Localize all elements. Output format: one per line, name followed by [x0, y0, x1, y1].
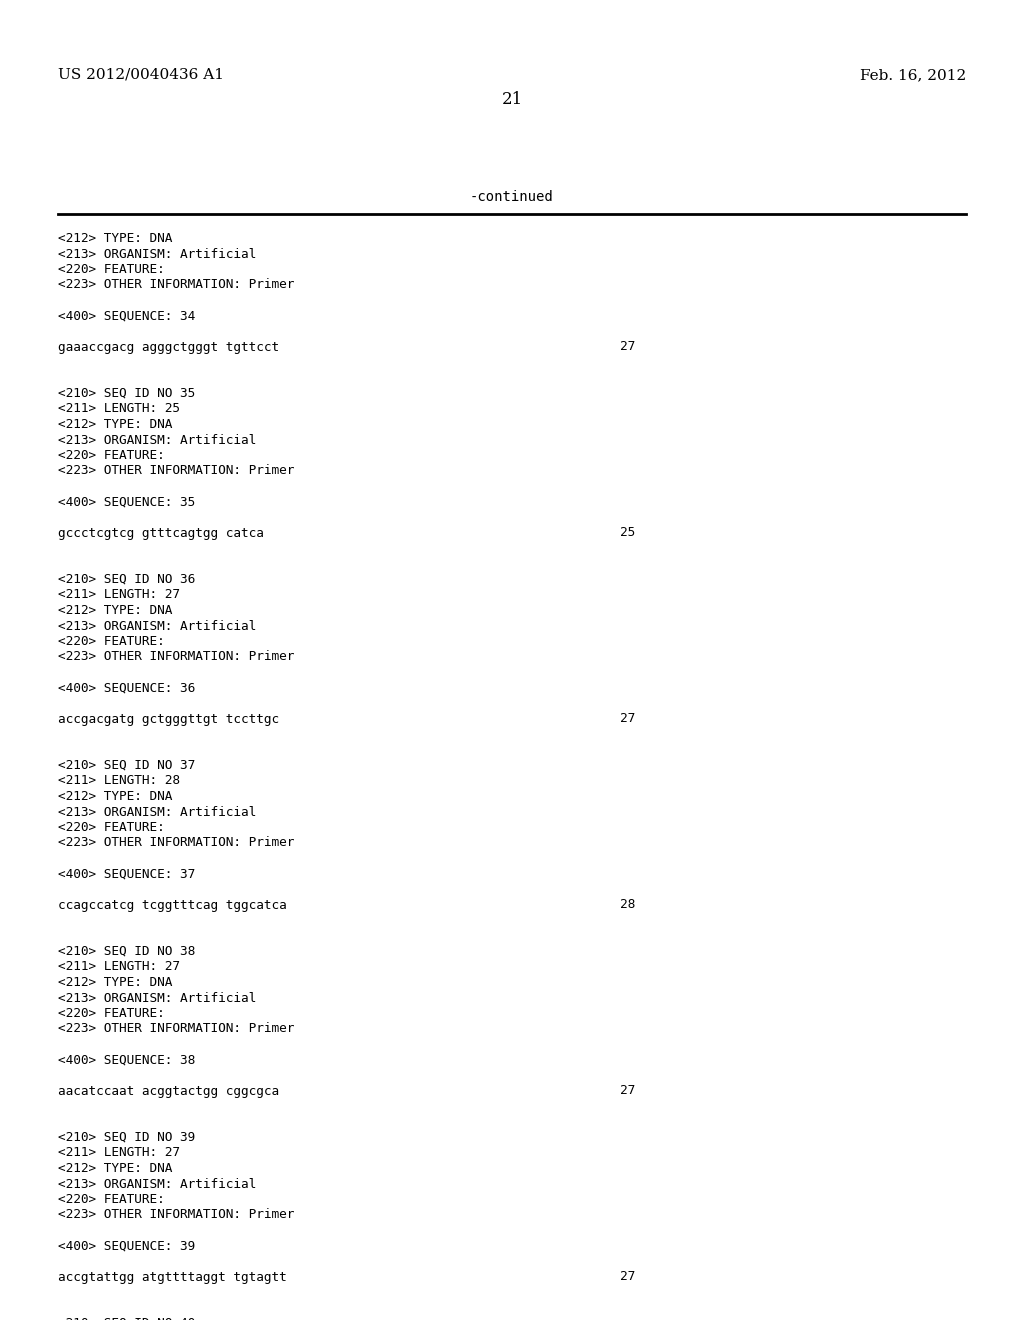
Text: aacatccaat acggtactgg cggcgca: aacatccaat acggtactgg cggcgca	[58, 1085, 280, 1097]
Text: <400> SEQUENCE: 38: <400> SEQUENCE: 38	[58, 1053, 196, 1067]
Text: <213> ORGANISM: Artificial: <213> ORGANISM: Artificial	[58, 991, 256, 1005]
Text: <210> SEQ ID NO 37: <210> SEQ ID NO 37	[58, 759, 196, 772]
Text: <211> LENGTH: 27: <211> LENGTH: 27	[58, 961, 180, 974]
Text: <223> OTHER INFORMATION: Primer: <223> OTHER INFORMATION: Primer	[58, 465, 294, 478]
Text: <211> LENGTH: 28: <211> LENGTH: 28	[58, 775, 180, 788]
Text: <213> ORGANISM: Artificial: <213> ORGANISM: Artificial	[58, 619, 256, 632]
Text: <210> SEQ ID NO 36: <210> SEQ ID NO 36	[58, 573, 196, 586]
Text: <212> TYPE: DNA: <212> TYPE: DNA	[58, 1162, 172, 1175]
Text: <223> OTHER INFORMATION: Primer: <223> OTHER INFORMATION: Primer	[58, 279, 294, 292]
Text: <220> FEATURE:: <220> FEATURE:	[58, 635, 165, 648]
Text: <220> FEATURE:: <220> FEATURE:	[58, 821, 165, 834]
Text: 27: 27	[620, 1085, 635, 1097]
Text: <210> SEQ ID NO 39: <210> SEQ ID NO 39	[58, 1131, 196, 1144]
Text: <400> SEQUENCE: 37: <400> SEQUENCE: 37	[58, 867, 196, 880]
Text: <213> ORGANISM: Artificial: <213> ORGANISM: Artificial	[58, 805, 256, 818]
Text: <212> TYPE: DNA: <212> TYPE: DNA	[58, 418, 172, 432]
Text: <213> ORGANISM: Artificial: <213> ORGANISM: Artificial	[58, 433, 256, 446]
Text: <212> TYPE: DNA: <212> TYPE: DNA	[58, 789, 172, 803]
Text: <211> LENGTH: 27: <211> LENGTH: 27	[58, 589, 180, 602]
Text: <212> TYPE: DNA: <212> TYPE: DNA	[58, 605, 172, 616]
Text: <211> LENGTH: 27: <211> LENGTH: 27	[58, 1147, 180, 1159]
Text: accgacgatg gctgggttgt tccttgc: accgacgatg gctgggttgt tccttgc	[58, 713, 280, 726]
Text: <210> SEQ ID NO 35: <210> SEQ ID NO 35	[58, 387, 196, 400]
Text: <400> SEQUENCE: 34: <400> SEQUENCE: 34	[58, 309, 196, 322]
Text: <223> OTHER INFORMATION: Primer: <223> OTHER INFORMATION: Primer	[58, 1209, 294, 1221]
Text: <220> FEATURE:: <220> FEATURE:	[58, 263, 165, 276]
Text: -continued: -continued	[470, 190, 554, 205]
Text: accgtattgg atgttttaggt tgtagtt: accgtattgg atgttttaggt tgtagtt	[58, 1270, 287, 1283]
Text: ccagccatcg tcggtttcag tggcatca: ccagccatcg tcggtttcag tggcatca	[58, 899, 287, 912]
Text: <212> TYPE: DNA: <212> TYPE: DNA	[58, 975, 172, 989]
Text: <210> SEQ ID NO 38: <210> SEQ ID NO 38	[58, 945, 196, 958]
Text: <223> OTHER INFORMATION: Primer: <223> OTHER INFORMATION: Primer	[58, 1023, 294, 1035]
Text: 27: 27	[620, 713, 635, 726]
Text: 27: 27	[620, 1270, 635, 1283]
Text: 21: 21	[502, 91, 522, 108]
Text: <220> FEATURE:: <220> FEATURE:	[58, 1193, 165, 1206]
Text: <213> ORGANISM: Artificial: <213> ORGANISM: Artificial	[58, 248, 256, 260]
Text: <211> LENGTH: 25: <211> LENGTH: 25	[58, 403, 180, 416]
Text: <400> SEQUENCE: 35: <400> SEQUENCE: 35	[58, 495, 196, 508]
Text: <220> FEATURE:: <220> FEATURE:	[58, 1007, 165, 1020]
Text: 28: 28	[620, 899, 635, 912]
Text: <223> OTHER INFORMATION: Primer: <223> OTHER INFORMATION: Primer	[58, 837, 294, 850]
Text: <400> SEQUENCE: 39: <400> SEQUENCE: 39	[58, 1239, 196, 1253]
Text: gccctcgtcg gtttcagtgg catca: gccctcgtcg gtttcagtgg catca	[58, 527, 264, 540]
Text: <220> FEATURE:: <220> FEATURE:	[58, 449, 165, 462]
Text: <400> SEQUENCE: 36: <400> SEQUENCE: 36	[58, 681, 196, 694]
Text: 25: 25	[620, 527, 635, 540]
Text: Feb. 16, 2012: Feb. 16, 2012	[860, 69, 966, 82]
Text: US 2012/0040436 A1: US 2012/0040436 A1	[58, 69, 224, 82]
Text: <212> TYPE: DNA: <212> TYPE: DNA	[58, 232, 172, 246]
Text: <223> OTHER INFORMATION: Primer: <223> OTHER INFORMATION: Primer	[58, 651, 294, 664]
Text: 27: 27	[620, 341, 635, 354]
Text: <213> ORGANISM: Artificial: <213> ORGANISM: Artificial	[58, 1177, 256, 1191]
Text: <210> SEQ ID NO 40: <210> SEQ ID NO 40	[58, 1317, 196, 1320]
Text: gaaaccgacg agggctgggt tgttcct: gaaaccgacg agggctgggt tgttcct	[58, 341, 280, 354]
